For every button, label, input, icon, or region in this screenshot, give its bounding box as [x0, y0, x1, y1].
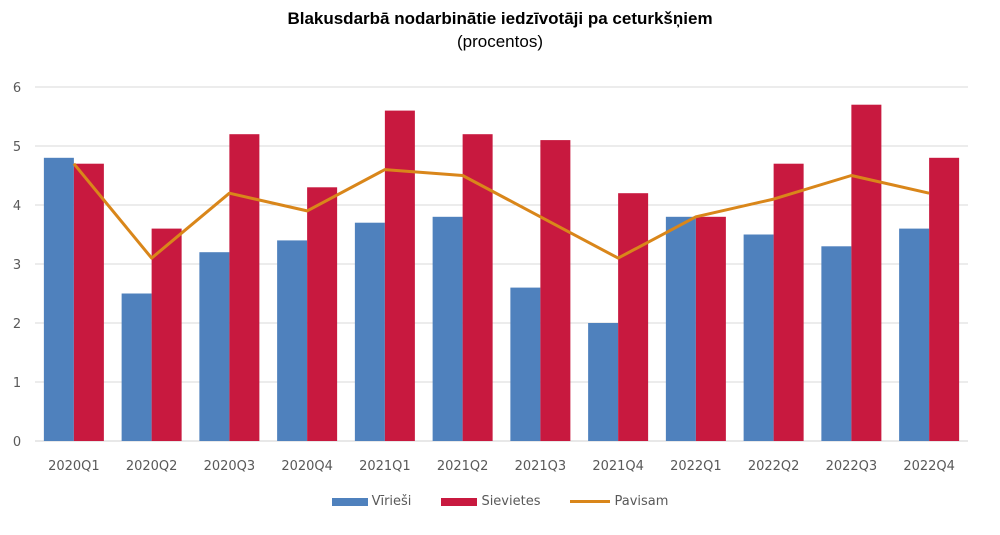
- bar-women: [929, 157, 960, 442]
- x-tick-label: 2021Q3: [515, 459, 567, 474]
- bar-men: [665, 216, 696, 441]
- x-tick-label: 2022Q3: [826, 459, 878, 474]
- y-tick-label: 0: [13, 435, 21, 450]
- bars: [43, 104, 960, 442]
- bar-women: [851, 104, 882, 441]
- bar-men: [899, 228, 930, 441]
- bar-men: [510, 287, 541, 441]
- x-tick-label: 2020Q2: [126, 459, 178, 474]
- legend-item-total: Pavisam: [570, 494, 668, 509]
- x-tick-label: 2022Q2: [748, 459, 800, 474]
- bar-men: [354, 222, 385, 441]
- y-tick-label: 4: [13, 199, 21, 214]
- bar-women: [695, 216, 726, 441]
- bar-women: [229, 134, 260, 441]
- x-tick-label: 2020Q4: [281, 459, 333, 474]
- x-tick-label: 2022Q4: [903, 459, 955, 474]
- legend-label-men: Vīrieši: [371, 494, 412, 509]
- bar-men: [43, 157, 74, 442]
- bar-men: [432, 216, 463, 441]
- legend-swatch-women: [441, 497, 478, 506]
- bar-men: [588, 323, 619, 441]
- legend-item-men: Vīrieši: [331, 494, 412, 509]
- bar-women: [151, 228, 182, 441]
- y-tick-label: 1: [13, 376, 21, 391]
- legend-label-total: Pavisam: [614, 494, 669, 509]
- chart-subtitle: (procentos): [457, 32, 543, 51]
- legend-swatch-men: [331, 497, 368, 506]
- y-tick-label: 5: [13, 140, 21, 155]
- bar-men: [821, 246, 852, 441]
- bar-women: [540, 140, 571, 441]
- x-tick-label: 2021Q4: [592, 459, 644, 474]
- x-tick-label: 2022Q1: [670, 459, 722, 474]
- total-line: [72, 162, 930, 260]
- bar-women: [618, 193, 649, 441]
- legend: Vīrieši Sievietes Pavisam: [0, 494, 1000, 509]
- x-tick-label: 2020Q1: [48, 459, 100, 474]
- x-axis-ticks: 2020Q1 2020Q2 2020Q3 2020Q4 2021Q1 2021Q2 2021…: [48, 459, 955, 474]
- legend-label-women: Sievietes: [481, 494, 541, 509]
- bar-women: [462, 134, 493, 441]
- bar-women: [307, 187, 338, 441]
- y-tick-label: 6: [13, 81, 21, 96]
- y-tick-label: 2: [13, 317, 21, 332]
- chart-title: Blakusdarbā nodarbinātie iedzīvotāji pa …: [287, 9, 713, 28]
- legend-item-women: Sievietes: [441, 494, 540, 509]
- bar-men: [743, 234, 774, 441]
- bar-men: [277, 240, 308, 441]
- line-series-total: [72, 162, 930, 260]
- y-axis-ticks: 0 1 2 3 4 5 6: [13, 81, 21, 450]
- bar-women: [773, 163, 804, 441]
- bar-men: [121, 293, 152, 441]
- x-tick-label: 2021Q1: [359, 459, 411, 474]
- y-tick-label: 3: [13, 258, 21, 273]
- bar-women: [384, 110, 415, 441]
- bar-men: [199, 252, 230, 441]
- bar-women: [73, 163, 104, 441]
- gridlines: [35, 86, 968, 442]
- x-tick-label: 2020Q3: [204, 459, 256, 474]
- legend-swatch-total: [570, 500, 611, 503]
- x-tick-label: 2021Q2: [437, 459, 489, 474]
